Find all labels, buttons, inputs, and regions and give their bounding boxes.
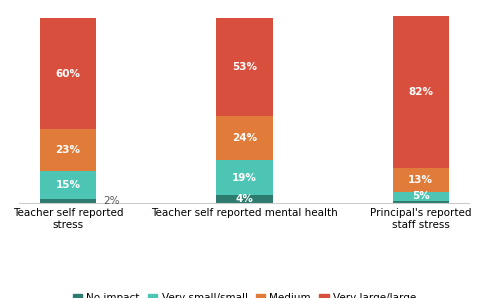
Bar: [40, 129, 96, 171]
Text: 23%: 23%: [56, 145, 80, 155]
Text: 82%: 82%: [408, 87, 433, 97]
Text: 53%: 53%: [232, 62, 257, 72]
Bar: [216, 160, 272, 195]
Text: 2%: 2%: [103, 196, 120, 206]
Bar: [393, 167, 449, 192]
Text: 13%: 13%: [408, 175, 433, 184]
Bar: [393, 16, 449, 167]
Bar: [216, 116, 272, 160]
Bar: [393, 201, 449, 203]
Legend: No impact, Very small/small, Medium, Very large/large: No impact, Very small/small, Medium, Ver…: [69, 289, 420, 298]
Text: 19%: 19%: [232, 173, 257, 183]
Bar: [40, 171, 96, 199]
Bar: [393, 192, 449, 201]
Bar: [40, 199, 96, 203]
Bar: [216, 195, 272, 203]
Bar: [216, 18, 272, 116]
Text: 60%: 60%: [56, 69, 80, 78]
Text: 15%: 15%: [56, 180, 80, 190]
Text: 4%: 4%: [236, 194, 253, 204]
Bar: [40, 18, 96, 129]
Text: 24%: 24%: [232, 133, 257, 143]
Text: 5%: 5%: [412, 191, 430, 201]
